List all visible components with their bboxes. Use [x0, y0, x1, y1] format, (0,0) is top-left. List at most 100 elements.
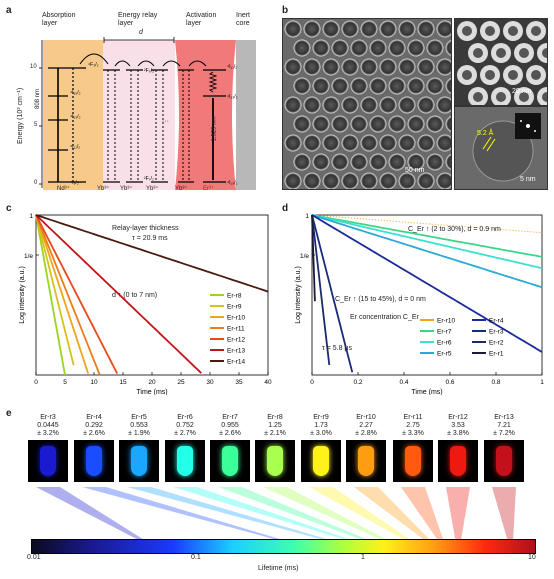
panel-a-ylabel: Energy (10³ cm⁻¹) [17, 87, 24, 144]
legend-label-Er-r7: Er-r7 [437, 329, 452, 336]
inert-core-label: Inert core [236, 12, 251, 27]
x-tick-label: 0 [34, 379, 38, 386]
legend-label-Er-r8: Er-r8 [227, 293, 242, 300]
y-tick-label-1: 1 [29, 213, 33, 220]
relay-thickness-d: d [139, 29, 143, 36]
sample-lifetime: 0.292 [85, 422, 103, 429]
colorbar-tick-001: 0.01 [27, 554, 41, 561]
legend-label-Er-r5: Er-r5 [437, 351, 452, 358]
tem-top-particle-core [473, 92, 483, 102]
tem-particle [284, 96, 302, 114]
tem-particle [312, 77, 330, 95]
tem-main-image [282, 18, 452, 190]
series-Er-r13 [35, 214, 202, 374]
sample-glow [40, 446, 56, 476]
svg-text:⁴I₁₁/₂: ⁴I₁₁/₂ [70, 144, 80, 150]
chart-d-er-conc: Er concentration C_Er [350, 314, 419, 321]
sample-image [346, 440, 386, 482]
ion-nd: Nd³⁺ [57, 186, 70, 192]
panel-b-label: b [282, 5, 289, 16]
y-axis-label: Log intensity (a.u.) [19, 266, 26, 324]
legend-label-Er-r11: Er-r11 [227, 326, 245, 333]
tem-particle [322, 58, 340, 76]
connector-Er-r3 [36, 487, 143, 539]
tem-top-particle-core [508, 26, 518, 36]
tem-particle [360, 20, 378, 38]
series-Er-r7 [311, 214, 543, 258]
legend-label-Er-r6: Er-r6 [437, 340, 452, 347]
sample-name: Er-r12 [448, 414, 468, 421]
x-tick-label: 1 [540, 379, 544, 386]
series-Er-r6 [311, 214, 543, 270]
sample-image [301, 440, 341, 482]
svg-text:⁴I₉/₂: ⁴I₉/₂ [70, 180, 79, 186]
series-Er-r2 [311, 214, 331, 366]
x-tick-label: 35 [235, 379, 243, 386]
tem-top-particle-core [462, 70, 472, 80]
svg-text:⁴I₁₅/₂: ⁴I₁₅/₂ [70, 90, 81, 96]
tem-top-particle-core [496, 92, 506, 102]
sample-name: Er-r6 [177, 414, 193, 421]
series-Er-r10 [311, 214, 543, 234]
wavelength-1525: 1,525 nm [211, 116, 218, 142]
scale-main: 50 nm [405, 167, 425, 174]
legend-label-Er-r3: Er-r3 [489, 329, 504, 336]
tem-particle [350, 115, 368, 133]
legend-label-Er-r1: Er-r1 [489, 351, 504, 358]
x-tick-label: 0.4 [399, 379, 408, 386]
colorbar-tick-01: 0.1 [191, 554, 201, 561]
tem-particle [293, 77, 311, 95]
sample-error: ± 3.8% [447, 430, 469, 437]
sample-name: Er-r11 [403, 414, 423, 421]
sample-error: ± 2.6% [83, 430, 105, 437]
tem-particle [417, 96, 435, 114]
tem-particle [398, 134, 416, 152]
tem-particle [284, 20, 302, 38]
sample-error: ± 2.7% [174, 430, 196, 437]
sample-glow [222, 446, 238, 476]
tem-particle [388, 153, 406, 171]
svg-text:²F₅/₂: ²F₅/₂ [144, 68, 154, 74]
tem-particle [293, 39, 311, 57]
tem-particle [322, 134, 340, 152]
tem-particle [388, 39, 406, 57]
tem-particle [303, 96, 321, 114]
sample-glow [86, 446, 102, 476]
sample-error: ± 2.1% [264, 430, 286, 437]
sample-lifetime: 3.53 [451, 422, 465, 429]
sample-glow [267, 446, 283, 476]
legend-label-Er-r4: Er-r4 [489, 318, 504, 325]
tem-particle [445, 78, 451, 94]
sample-name: Er-r8 [267, 414, 283, 421]
sample-image [438, 440, 478, 482]
tem-particle [398, 20, 416, 38]
sample-image [255, 440, 295, 482]
panel-a-label: a [6, 5, 12, 16]
tem-top-particle-core [496, 48, 506, 58]
sample-error: ± 2.6% [219, 430, 241, 437]
tem-particle [369, 153, 387, 171]
scale-top: 20 nm [512, 88, 532, 95]
sample-Er-r5: Er-r5 0.553 ± 1.9% [119, 414, 159, 482]
tem-particle [293, 115, 311, 133]
tem-hr-particle [472, 113, 541, 182]
y-tick-label-inv-e: 1/e [24, 253, 33, 260]
tem-top-particle-core [542, 48, 547, 58]
series-Er-r4 [311, 214, 543, 353]
panel-a-ytick-0: 0 [34, 180, 38, 186]
tem-particle [436, 172, 451, 189]
relay-dots: ··· [162, 118, 169, 125]
tem-particles [284, 20, 451, 189]
tem-particle [341, 134, 359, 152]
sample-connectors [36, 487, 516, 539]
chart-d-annotation-1: C_Er ↑ (2 to 30%), d = 0.9 nm [408, 226, 501, 233]
tem-top-image [454, 18, 548, 106]
sample-image [393, 440, 433, 482]
sample-Er-r7: Er-r7 0.955 ± 2.6% [210, 414, 250, 482]
chart-c-annotation-title: Relay-layer thickness [112, 225, 179, 232]
x-tick-label: 0.2 [353, 379, 362, 386]
x-tick-label: 15 [119, 379, 127, 386]
svg-text:⁴I₁₅/₂: ⁴I₁₅/₂ [227, 180, 238, 186]
sample-Er-r12: Er-r12 3.53 ± 3.8% [438, 414, 478, 482]
sample-glow [496, 446, 512, 476]
